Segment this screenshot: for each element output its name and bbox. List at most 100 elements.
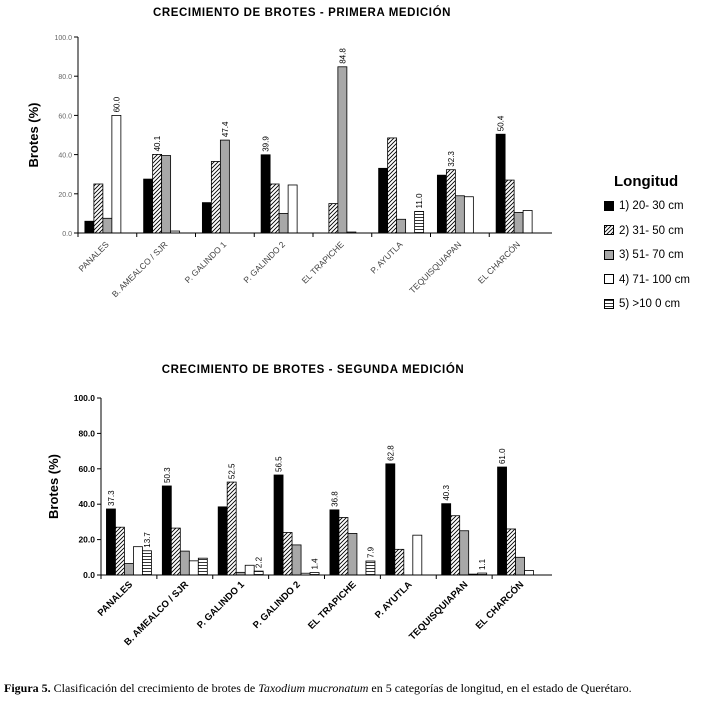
bar-series2: [450, 515, 461, 576]
bar-series5: [253, 570, 264, 576]
category-label: P. AYUTLA: [368, 239, 404, 275]
data-label: 37.3: [107, 490, 116, 506]
data-label: 7.9: [366, 546, 375, 558]
legend-swatch: [604, 200, 614, 211]
bar-series4: [111, 115, 122, 234]
bar-series2: [226, 481, 237, 576]
y-tick-label: 0.0: [83, 570, 95, 580]
y-tick-label: 0.0: [62, 231, 72, 238]
bar-series3: [515, 556, 525, 576]
bar-series2: [210, 161, 221, 234]
data-label: 50.3: [163, 467, 172, 483]
bar-series3: [459, 530, 470, 576]
bar-series2: [394, 548, 405, 576]
chart-segunda-medicion: CRECIMIENTO DE BROTES - SEGUNDA MEDICIÓN…: [46, 363, 552, 648]
legend-label: 1) 20- 30 cm: [619, 200, 684, 213]
bar-series4: [412, 534, 423, 576]
bar-series1: [436, 174, 447, 234]
legend-swatch: [604, 225, 614, 236]
legend-label: 4) 71- 100 cm: [619, 273, 690, 286]
data-label: 50.4: [497, 115, 506, 131]
data-label: 39.9: [262, 136, 271, 152]
y-axis-label: Brotes (%): [46, 454, 61, 519]
bar-series5: [142, 550, 152, 576]
category-label: TEQUISQUIAPAN: [407, 579, 470, 642]
category-label: PANALES: [96, 579, 135, 618]
bar-series5: [365, 560, 376, 576]
data-label: 60.0: [112, 96, 121, 112]
bar-series1: [495, 133, 506, 234]
bar-series2: [338, 517, 349, 576]
bar-series3: [124, 563, 134, 576]
bar-series1: [201, 202, 212, 234]
bar-series4: [188, 560, 199, 576]
bar-series1: [106, 508, 116, 576]
data-label: 32.3: [447, 151, 456, 167]
data-label: 52.5: [228, 463, 237, 479]
data-label: 56.5: [275, 456, 284, 472]
y-tick-label: 40.0: [78, 499, 95, 509]
legend-item: 5) >10 0 cm: [604, 292, 719, 317]
data-label: 40.3: [442, 485, 451, 501]
y-axis-label: Brotes (%): [26, 102, 41, 167]
bar-series1: [84, 220, 95, 234]
bar-series3: [291, 544, 302, 576]
bar-series2: [152, 154, 163, 234]
bar-series3: [396, 218, 407, 234]
category-label: TEQUISQUIAPAN: [407, 239, 463, 295]
bar-series3: [278, 212, 289, 234]
bar-series4: [522, 210, 533, 234]
category-label: EL TRAPICHE: [300, 239, 346, 285]
bar-series2: [445, 169, 456, 234]
legend-swatch: [604, 249, 614, 260]
category-label: EL CHARCÓN: [476, 239, 522, 285]
bar-series2: [328, 203, 339, 234]
category-label: P. GALINDO 1: [195, 579, 247, 631]
chart-title: CRECIMIENTO DE BROTES - PRIMERA MEDICIÓN: [153, 6, 451, 19]
caption-label: Figura 5.: [4, 681, 51, 695]
y-tick-label: 20.0: [78, 535, 95, 545]
legend-label: 3) 51- 70 cm: [619, 249, 684, 262]
legend-item: 4) 71- 100 cm: [604, 268, 719, 293]
caption-text-after: en 5 categorías de longitud, en el estad…: [368, 681, 632, 695]
data-label: 61.0: [498, 448, 507, 464]
legend-swatch: [604, 298, 614, 309]
data-label: 11.0: [415, 193, 424, 209]
y-tick-label: 40.0: [58, 153, 72, 160]
bar-series1: [161, 485, 172, 576]
bar-series3: [219, 139, 230, 234]
bar-series3: [347, 533, 358, 576]
legend-title: Longitud: [614, 173, 679, 190]
y-tick-label: 100.0: [74, 393, 96, 403]
bar-series2: [93, 183, 104, 234]
bar-series3: [179, 550, 190, 576]
legend-label: 5) >10 0 cm: [619, 298, 681, 311]
category-label: P. GALINDO 2: [241, 239, 287, 285]
bar-series3: [454, 195, 465, 234]
data-label: 13.7: [143, 532, 152, 548]
data-label: 1.1: [478, 558, 487, 570]
y-tick-label: 60.0: [78, 464, 95, 474]
bar-series1: [329, 509, 340, 576]
bar-series3: [161, 155, 172, 234]
bar-series1: [143, 178, 154, 234]
category-label: P. GALINDO 1: [183, 239, 229, 285]
bar-series1: [378, 167, 389, 234]
bar-series2: [506, 528, 516, 576]
bar-series1: [260, 154, 271, 234]
data-label: 84.8: [338, 48, 347, 64]
data-label: 2.2: [255, 556, 264, 568]
category-label: P. GALINDO 2: [251, 579, 303, 631]
category-label: P. AYUTLA: [373, 579, 415, 621]
caption-text-before: Clasificación del crecimiento de brotes …: [50, 681, 259, 695]
bar-series4: [133, 546, 143, 576]
category-label: EL CHARCÓN: [473, 579, 526, 632]
bar-series2: [170, 527, 181, 576]
data-label: 47.4: [221, 121, 230, 137]
chart-primera-medicion: CRECIMIENTO DE BROTES - PRIMERA MEDICIÓN…: [26, 6, 552, 299]
legend-item: 3) 51- 70 cm: [604, 243, 719, 268]
bar-series1: [217, 506, 228, 576]
category-label: B. AMEALCO / SJR: [110, 239, 170, 299]
bar-series2: [115, 526, 125, 576]
